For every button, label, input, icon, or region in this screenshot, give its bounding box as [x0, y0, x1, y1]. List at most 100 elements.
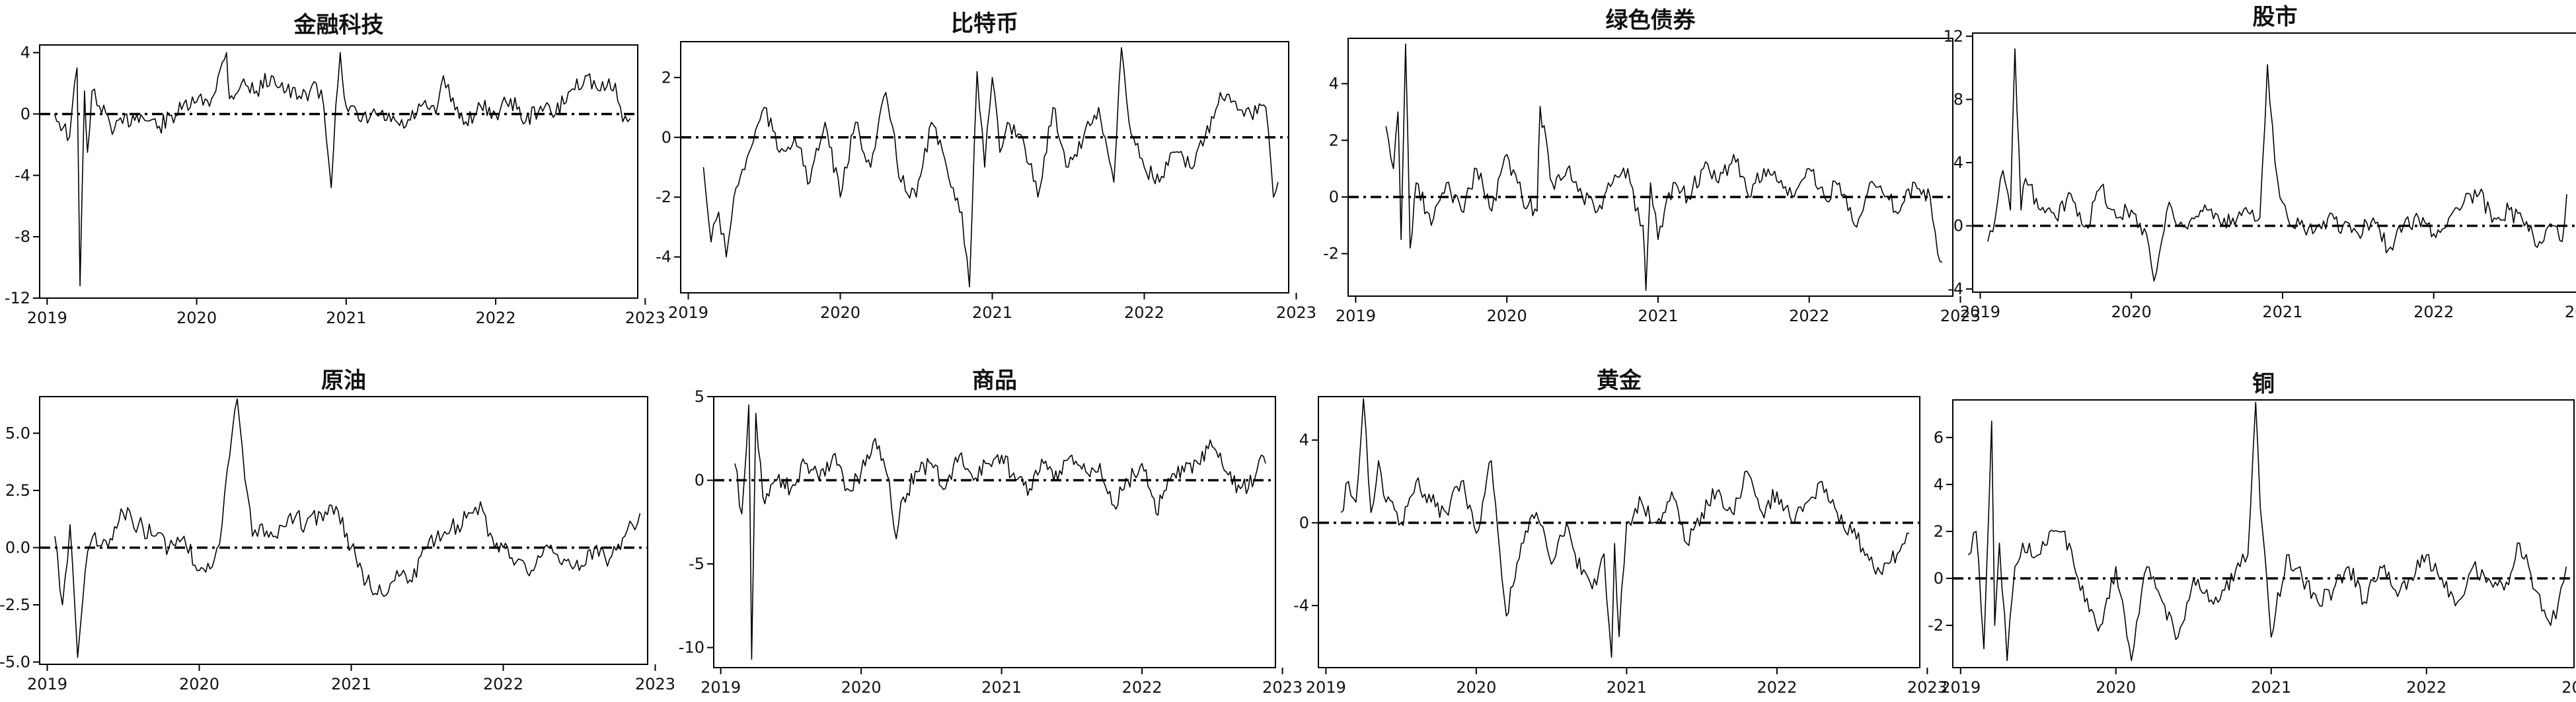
y-tick-label: 0: [20, 104, 30, 123]
x-tick-label: 2021: [981, 678, 1022, 697]
series-line: [54, 398, 641, 658]
panel-title: 股市: [2252, 4, 2298, 30]
y-tick-label: 6: [1934, 428, 1944, 447]
x-tick-label: 2019: [701, 678, 741, 697]
plot-frame: [680, 41, 1289, 293]
x-tick-label: 2023: [635, 675, 675, 693]
y-tick-label: -5.0: [0, 653, 30, 672]
line-plot: 2019 2020 2021 2022 2023 5.0 2.5 0.0 -2.5 -5.0: [0, 396, 675, 693]
x-tick-label: 2019: [27, 675, 67, 693]
series-line: [1385, 43, 1943, 292]
x-tick-label: 2020: [179, 675, 219, 693]
panel-title: 金融科技: [293, 12, 384, 38]
y-tick-label: 2: [662, 68, 671, 87]
x-tick-label: 2022: [476, 309, 516, 327]
x-tick-label: 2020: [1456, 678, 1496, 697]
y-tick-label: 0.0: [5, 538, 30, 557]
line-plot: 2019 2020 2021 2022 2023 2 0 -2 -4: [656, 41, 1316, 322]
y-tick-label: 0: [1953, 217, 1963, 235]
x-tick-label: 2021: [331, 675, 371, 693]
x-tick-label: 2020: [841, 678, 882, 697]
x-tick-label: 2020: [176, 309, 217, 327]
y-tick-label: 2: [1329, 131, 1339, 149]
x-tick-label: 2019: [668, 303, 708, 322]
x-tick-label: 2021: [1638, 307, 1678, 325]
x-tick-label: 2019: [1306, 678, 1346, 697]
series-line: [1340, 398, 1910, 658]
x-tick-label: 2023: [1262, 678, 1303, 697]
y-tick-label: 0: [695, 471, 704, 490]
x-tick-label: 2022: [1757, 678, 1797, 697]
y-tick-label: -4: [656, 248, 671, 266]
panel-title: 黄金: [1597, 368, 1642, 394]
x-tick-label: 2022: [1124, 303, 1164, 322]
x-tick-label: 2021: [326, 309, 366, 327]
x-tick-label: 2020: [2096, 678, 2136, 697]
y-tick-label: 0: [1299, 514, 1309, 532]
y-tick-label: 8: [1953, 90, 1963, 108]
x-tick-label: 2022: [483, 675, 523, 693]
x-tick-label: 2023: [2565, 303, 2576, 321]
plot-frame: [1952, 399, 2575, 668]
y-tick-label: -4: [1293, 596, 1309, 615]
x-tick-label: 2021: [972, 303, 1012, 322]
y-tick-label: -4: [1948, 280, 1963, 298]
x-tick-label: 2022: [2413, 303, 2454, 321]
plot-frame: [1347, 38, 1953, 297]
line-plot: 2019 2020 2021 2022 2023 4 0 -4 -8 -12: [5, 44, 665, 327]
x-tick-label: 2023: [1907, 678, 1948, 697]
panel-title: 绿色债券: [1605, 7, 1696, 34]
x-tick-label: 2019: [1336, 307, 1376, 325]
y-tick-label: -4: [15, 166, 30, 184]
y-tick-label: 5.0: [5, 424, 30, 442]
series-line: [54, 52, 631, 287]
x-tick-label: 2021: [2251, 678, 2291, 697]
x-tick-label: 2020: [2111, 303, 2152, 321]
panel-title: 商品: [972, 368, 1017, 394]
series-line: [702, 47, 1279, 288]
y-tick-label: -8: [15, 227, 30, 246]
x-tick-label: 2021: [2262, 303, 2302, 321]
series-line: [1967, 401, 2567, 662]
y-tick-label: -12: [5, 289, 30, 307]
x-tick-label: 2022: [1122, 678, 1162, 697]
y-tick-label: 4: [1329, 75, 1339, 93]
panel-title: 铜: [2252, 371, 2275, 397]
y-tick-label: 12: [1943, 27, 1963, 46]
line-plot: 2019 2020 2021 2022 2023 4 2 0 -2: [1323, 38, 1981, 325]
y-tick-label: 2: [1934, 522, 1944, 541]
x-tick-label: 2019: [1940, 678, 1981, 697]
x-tick-label: 2022: [1789, 307, 1829, 325]
y-tick-label: 4: [1934, 475, 1944, 494]
x-tick-label: 2020: [820, 303, 860, 322]
plot-frame: [39, 396, 648, 665]
x-tick-label: 2021: [1607, 678, 1647, 697]
y-tick-label: 0: [1934, 569, 1944, 588]
x-tick-label: 2023: [1940, 307, 1981, 325]
x-tick-label: 2023: [1276, 303, 1316, 322]
line-plot: 2019 2020 2021 2022 2023 4 0 -4: [1293, 396, 1948, 697]
y-tick-label: 4: [20, 44, 30, 62]
y-tick-label: 5: [695, 387, 704, 406]
y-tick-label: -2: [656, 188, 671, 206]
plot-frame: [1318, 396, 1920, 668]
panel-title: 比特币: [951, 11, 1018, 37]
plot-frame: [1972, 32, 2576, 293]
x-tick-label: 2019: [27, 309, 67, 327]
plot-frame: [39, 44, 638, 299]
panel-title: 原油: [321, 368, 366, 394]
line-plot: 2019 2020 2021 2022 2023 6 4 2 0 -2: [1928, 399, 2576, 697]
series-line: [1987, 48, 2567, 282]
x-tick-label: 2019: [1960, 303, 2000, 321]
y-tick-label: -2.5: [0, 596, 30, 614]
y-tick-label: -5: [689, 555, 704, 573]
line-plot: 2019 2020 2021 2022 2023 12 8 4 0 -4: [1943, 27, 2576, 321]
y-tick-label: 2.5: [5, 481, 30, 500]
y-tick-label: -10: [679, 639, 704, 657]
x-tick-label: 2022: [2406, 678, 2446, 697]
y-tick-label: -2: [1323, 245, 1339, 263]
y-tick-label: 4: [1299, 431, 1309, 449]
x-tick-label: 2023: [2561, 678, 2576, 697]
x-tick-label: 2023: [625, 309, 665, 327]
